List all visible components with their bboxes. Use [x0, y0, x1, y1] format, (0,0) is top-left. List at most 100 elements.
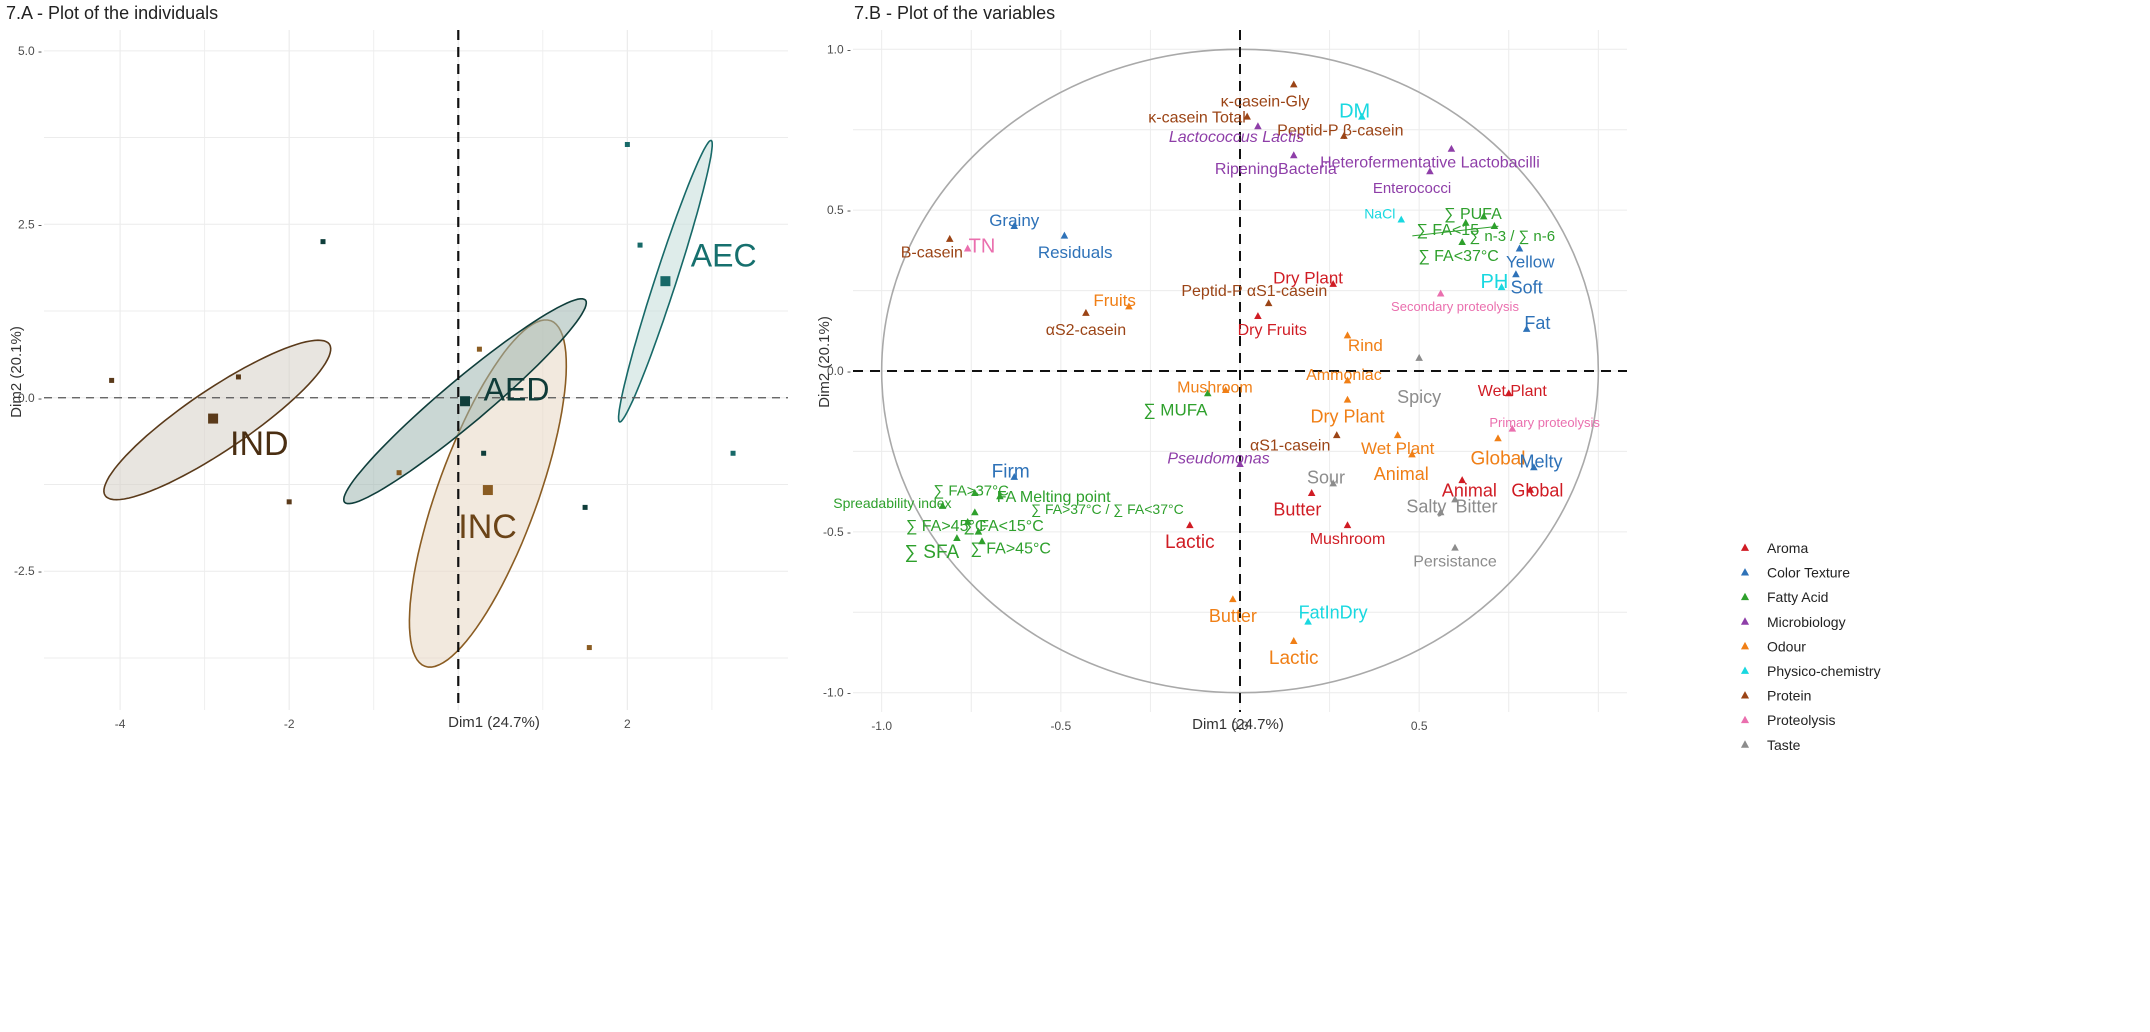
variable-label: B-casein [901, 245, 963, 262]
variable-point [1254, 122, 1262, 130]
variable-label: NaCl [1364, 205, 1395, 221]
variable-label: Global [1471, 449, 1526, 470]
variable-label: Heterofermentative Lactobacilli [1320, 154, 1540, 171]
variable-point [1512, 270, 1520, 278]
variable-point [1426, 167, 1434, 175]
variable-label: ∑ FA<15 [1417, 222, 1480, 239]
legend-label: Taste [1767, 737, 1801, 753]
variable-label: Salty [1406, 496, 1446, 516]
variable-label: Lactic [1165, 532, 1215, 553]
variable-point [1397, 215, 1406, 223]
variable-point [1125, 302, 1133, 310]
y-tick-label: -2.5 - [14, 564, 42, 578]
variable-label: Enterococci [1373, 180, 1451, 197]
variable-label: Spicy [1397, 387, 1441, 407]
individual-point [730, 450, 736, 456]
individual-points [109, 141, 736, 651]
variable-label: FA Melting point [997, 489, 1111, 506]
group-centroid [460, 396, 471, 407]
y-tick-label: 0.0 - [827, 364, 851, 378]
variable-point [1458, 476, 1466, 484]
variable-point [1186, 521, 1194, 529]
variable-label: Grainy [989, 211, 1040, 230]
variable-point [1343, 521, 1352, 529]
individual-point [582, 504, 588, 510]
ticks-a: -4 -2 2 5.0 - 2.5 - 0.0 - -2.5 - [14, 44, 631, 731]
variable-label: Dry Fruits [1238, 322, 1307, 339]
variable-label: Sour [1307, 467, 1345, 487]
variable-point [1526, 485, 1535, 493]
y-tick-label: 0.5 - [827, 203, 851, 217]
variable-label: ∑ n-3 / ∑ n-6 [1470, 228, 1556, 245]
group-centroid [208, 413, 219, 424]
variable-point [953, 534, 961, 542]
variable-label: Mushroom [1310, 531, 1386, 548]
variable-point [1343, 376, 1352, 384]
variable-point [1289, 637, 1298, 644]
variable-label: Rind [1348, 336, 1383, 355]
variable-label: Fat [1524, 313, 1550, 333]
x-tick-label: 0.5 [1411, 719, 1428, 733]
variable-point [1329, 279, 1337, 287]
variable-point [1304, 617, 1312, 625]
group-centroid [482, 485, 493, 496]
legend-marker [1740, 715, 1750, 724]
y-tick-label: 2.5 - [18, 217, 42, 231]
variable-label: ∑ FA>37°C / ∑ FA<37°C [1031, 501, 1184, 517]
variable-point [1010, 472, 1019, 480]
group-centroid [660, 276, 671, 287]
legend-marker [1740, 592, 1750, 601]
legend-label: Protein [1767, 688, 1811, 704]
variable-point [963, 244, 972, 252]
legend-marker [1740, 691, 1750, 699]
variable-point [996, 492, 1004, 500]
y-tick-label: -1.0 - [823, 686, 851, 700]
variable-point [1494, 434, 1502, 442]
variable-label: Animal [1442, 480, 1497, 500]
x-tick-label: -0.5 [1050, 719, 1071, 733]
variable-point [945, 234, 954, 242]
variable-point [1221, 386, 1230, 394]
variable-point [1082, 308, 1090, 316]
y-tick-label: 1.0 - [827, 42, 851, 56]
confidence-ellipses [103, 139, 713, 668]
variable-point [1340, 131, 1348, 139]
group-label: AEC [691, 238, 757, 274]
variable-label: ∑ PUFA [1444, 206, 1502, 223]
variable-point [974, 527, 983, 535]
variable-label: Animal [1374, 464, 1429, 484]
group-label: IND [230, 425, 289, 463]
individual-point [586, 645, 592, 651]
variable-point [971, 489, 979, 496]
variable-point [1243, 112, 1251, 120]
title-variables: 7.B - Plot of the variables [854, 3, 1055, 23]
variable-label: Lactococcus Lactis [1169, 129, 1304, 146]
individual-point [320, 239, 326, 245]
x-axis-label-b: Dim1 (24.7%) [1192, 716, 1284, 733]
legend-label: Physico-chemistry [1767, 663, 1881, 679]
variable-label: Wet Plant [1478, 383, 1548, 400]
y-axis-label-b: Dim2 (20.1%) [816, 316, 833, 408]
individual-point [235, 374, 241, 380]
legend-label: Odour [1767, 638, 1806, 654]
y-tick-label: -0.5 - [823, 525, 851, 539]
individual-point [624, 141, 630, 147]
group-label: AED [484, 372, 550, 408]
variable-label: ∑ SFA [904, 542, 959, 563]
y-tick-label: 5.0 - [18, 44, 42, 58]
variable-label: Ammoniac [1306, 367, 1382, 384]
variable-label: Mushroom [1177, 380, 1253, 397]
variable-label: Peptid-P αS1-casein [1181, 283, 1327, 300]
legend-marker [1740, 641, 1750, 650]
variable-point [1203, 389, 1212, 397]
variable-point [1515, 244, 1524, 252]
variable-point [1307, 489, 1316, 496]
variable-point [963, 517, 972, 525]
variable-label: Firm [992, 461, 1030, 482]
variable-label: ∑ FA<37°C [1418, 248, 1499, 265]
variable-label: Butter [1273, 500, 1321, 520]
variable-point [1522, 324, 1531, 332]
variable-point [1393, 431, 1402, 439]
variable-label: TN [969, 236, 996, 258]
